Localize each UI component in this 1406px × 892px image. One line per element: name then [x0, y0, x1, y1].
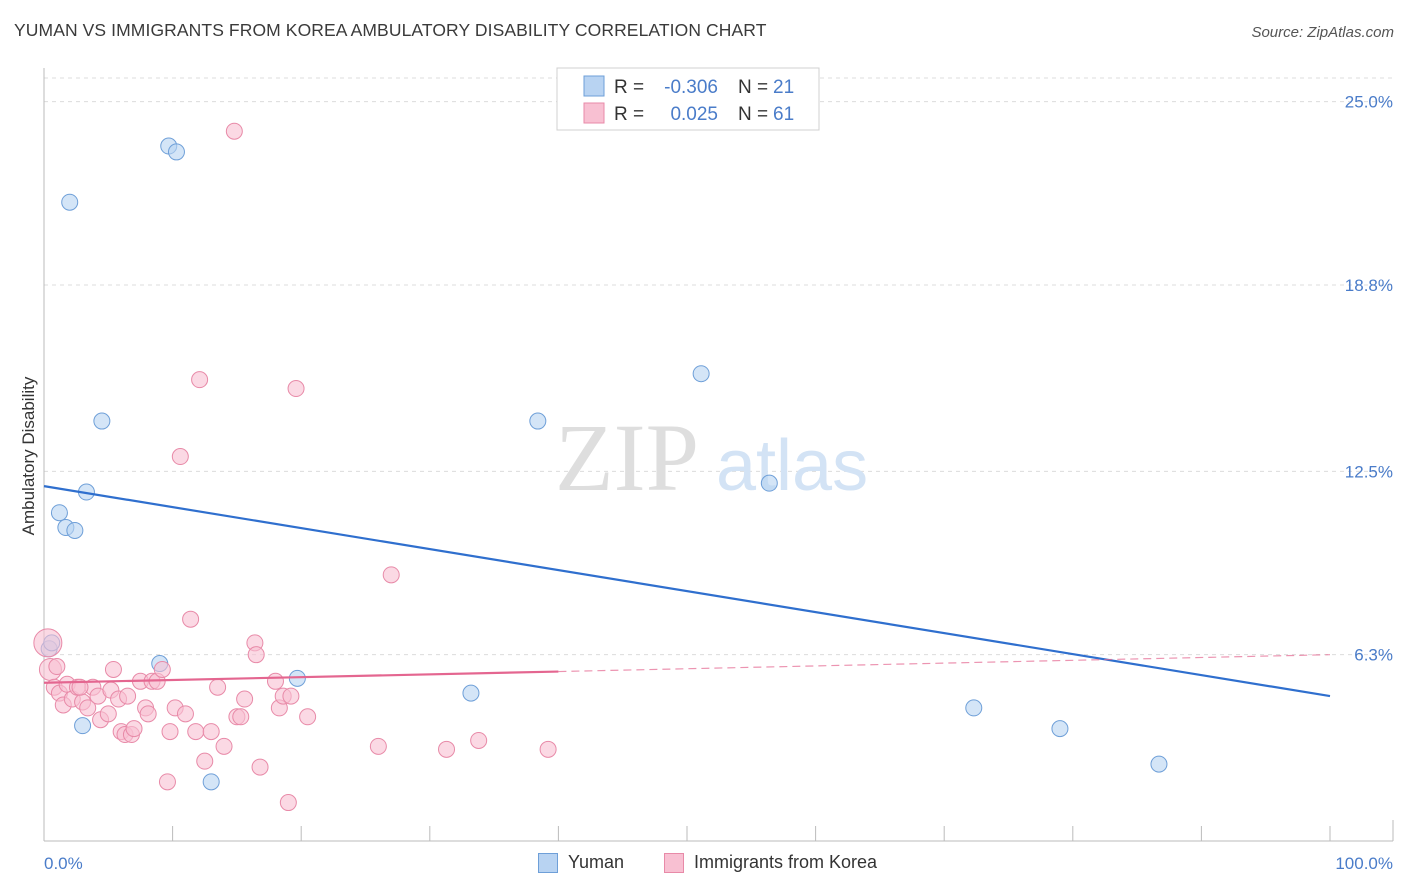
yuman-point-18 [965, 699, 983, 717]
yuman-point-10 [167, 143, 185, 161]
yuman-point-2 [61, 193, 79, 211]
stats-swatch-1 [583, 102, 605, 124]
korea-point-35 [196, 752, 214, 770]
korea-point-52 [299, 708, 317, 726]
legend-swatch-yuman [538, 852, 558, 873]
korea-point-26 [153, 660, 171, 678]
yuman-point-17 [760, 474, 778, 492]
yuman-point-16 [692, 365, 710, 383]
korea-point-36 [202, 723, 220, 741]
korea-point-27 [158, 773, 176, 791]
stats-r-value-1: 0.025 [670, 104, 718, 125]
stats-n-label-0: N = [738, 77, 768, 98]
korea-point-57 [539, 740, 557, 758]
korea-point-28 [161, 723, 179, 741]
stats-swatch-0 [583, 75, 605, 97]
x-tick-label-0: 0.0% [44, 854, 83, 873]
yuman-point-3 [93, 412, 111, 430]
yuman-point-20 [1150, 755, 1168, 773]
yuman-point-14 [462, 684, 480, 702]
watermark-atlas: atlas [716, 426, 868, 506]
korea-point-58 [48, 658, 66, 676]
legend-label-korea: Immigrants from Korea [694, 852, 878, 872]
korea-point-45 [251, 758, 269, 776]
yuman-point-8 [74, 717, 92, 735]
chart-title: YUMAN VS IMMIGRANTS FROM KOREA AMBULATOR… [14, 20, 767, 40]
korea-point-0 [33, 628, 63, 658]
stats-r-label-1: R = [614, 104, 644, 125]
stats-r-value-0: -0.306 [664, 77, 718, 98]
source-label: Source: ZipAtlas.com [1251, 24, 1394, 41]
korea-point-44 [247, 646, 265, 664]
bottom-legend: Yuman Immigrants from Korea [0, 852, 1406, 878]
korea-point-54 [382, 566, 400, 584]
korea-point-30 [171, 448, 189, 466]
korea-point-49 [279, 794, 297, 812]
y-tick-label-2: 18.8% [1345, 276, 1393, 295]
y-tick-label-0: 6.3% [1354, 646, 1393, 665]
korea-point-46 [266, 672, 284, 690]
korea-trend-line-extension [558, 654, 1331, 673]
yuman-point-7 [66, 521, 84, 539]
korea-point-31 [176, 705, 194, 723]
yuman-point-19 [1051, 720, 1069, 738]
korea-point-55 [438, 740, 456, 758]
korea-point-9 [79, 699, 97, 717]
korea-point-37 [209, 678, 227, 696]
korea-point-56 [470, 731, 488, 749]
y-tick-label-3: 25.0% [1345, 93, 1393, 112]
stats-n-value-0: 21 [773, 77, 794, 98]
yuman-point-5 [50, 504, 68, 522]
stats-r-label-0: R = [614, 77, 644, 98]
korea-point-20 [125, 720, 143, 738]
korea-point-60 [119, 687, 137, 705]
legend-label-yuman: Yuman [568, 852, 625, 872]
korea-point-41 [232, 708, 250, 726]
korea-point-34 [191, 371, 209, 389]
watermark-zip: ZIP [555, 404, 699, 511]
stats-n-label-1: N = [738, 104, 768, 125]
korea-point-38 [215, 737, 233, 755]
yuman-point-15 [529, 412, 547, 430]
yuman-trend-line [43, 485, 1331, 698]
korea-point-42 [236, 690, 254, 708]
legend-item-korea[interactable]: Immigrants from Korea [664, 852, 877, 873]
legend-swatch-korea [664, 852, 684, 873]
korea-point-33 [187, 723, 205, 741]
yuman-point-12 [202, 773, 220, 791]
korea-point-51 [287, 380, 305, 398]
korea-point-53 [369, 737, 387, 755]
stats-n-value-1: 61 [773, 104, 794, 125]
korea-point-32 [182, 610, 200, 628]
korea-point-50 [282, 687, 300, 705]
legend-item-yuman[interactable]: Yuman [538, 852, 624, 873]
korea-point-59 [71, 678, 89, 696]
korea-trend-line [43, 670, 559, 684]
x-tick-label-1: 100.0% [1335, 854, 1393, 873]
korea-point-13 [99, 705, 117, 723]
y-tick-label-1: 12.5% [1345, 462, 1393, 481]
korea-point-23 [139, 705, 157, 723]
korea-point-15 [104, 660, 122, 678]
y-axis-label: Ambulatory Disability [19, 376, 38, 535]
korea-point-39 [225, 122, 243, 140]
